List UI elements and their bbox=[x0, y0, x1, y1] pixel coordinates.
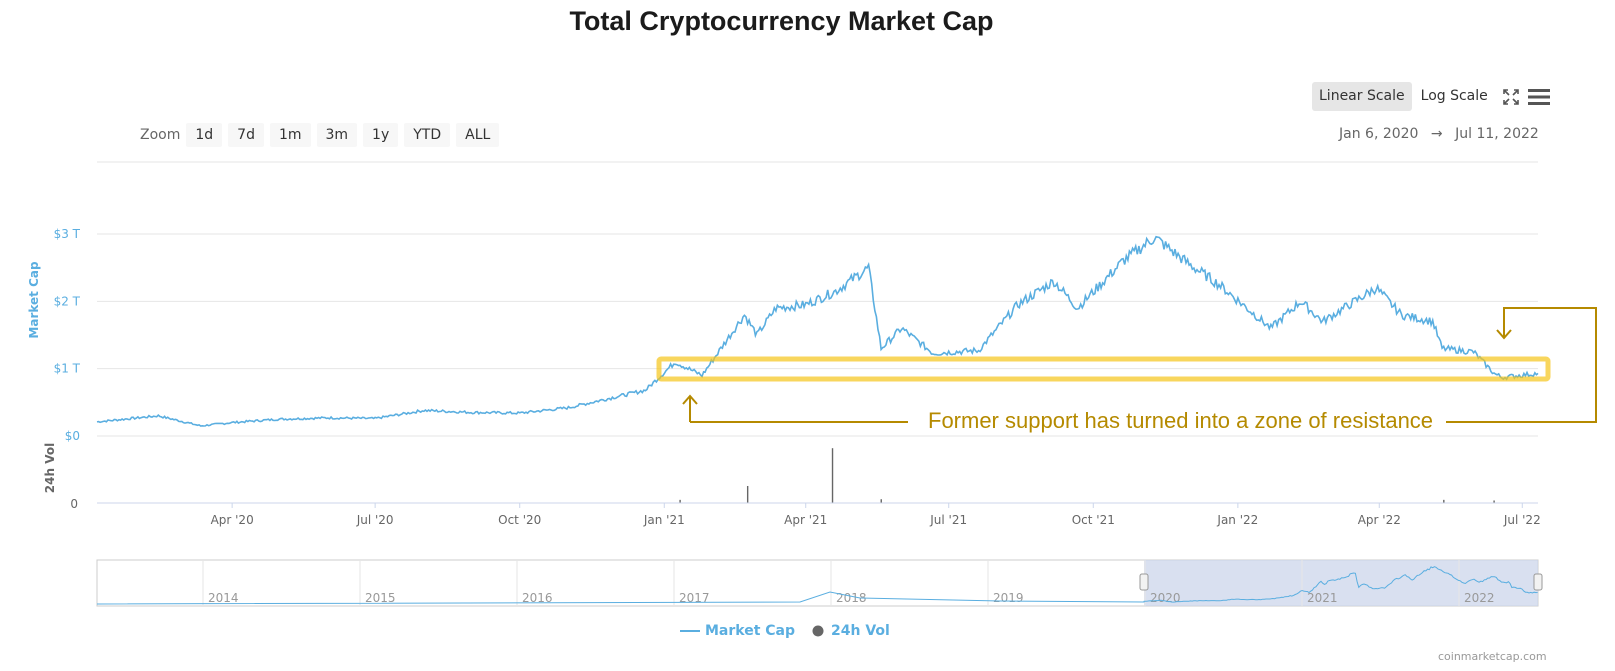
x-tick-label: Jul '20 bbox=[356, 513, 394, 527]
zoom-all-button[interactable]: ALL bbox=[456, 123, 500, 147]
navigator-selection[interactable] bbox=[1144, 560, 1538, 606]
legend-label-market-cap: Market Cap bbox=[705, 623, 796, 639]
fullscreen-icon[interactable] bbox=[1497, 82, 1525, 111]
market-cap-series-line bbox=[96, 235, 1539, 427]
annotation-arrow-left bbox=[682, 394, 908, 423]
legend-label-volume: 24h Vol bbox=[831, 623, 890, 639]
legend: Market Cap 24h Vol bbox=[679, 623, 906, 639]
y-tick-label: $2 T bbox=[54, 294, 81, 308]
x-tick-label: Jul '21 bbox=[929, 513, 967, 527]
navigator-year-label: 2015 bbox=[365, 591, 396, 605]
zoom-toolbar: Zoom 1d 7d 1m 3m 1y YTD ALL bbox=[140, 123, 505, 147]
navigator-year-label: 2016 bbox=[522, 591, 553, 605]
navigator-year-label: 2021 bbox=[1307, 591, 1338, 605]
linear-scale-button[interactable]: Linear Scale bbox=[1312, 82, 1412, 111]
navigator-year-label: 2019 bbox=[993, 591, 1024, 605]
volume-bar bbox=[679, 499, 681, 503]
x-tick-label: Jul '22 bbox=[1503, 513, 1541, 527]
y-axis-ticks: $0 $1 T $2 T $3 T bbox=[54, 227, 81, 443]
navigator-handle-left[interactable] bbox=[1139, 573, 1149, 591]
zoom-ytd-button[interactable]: YTD bbox=[404, 123, 451, 147]
scale-toolbar: Linear Scale Log Scale bbox=[1312, 82, 1553, 111]
zoom-1m-button[interactable]: 1m bbox=[269, 123, 311, 147]
x-axis-ticks: Apr '20 Jul '20 Oct '20 Jan '21 Apr '21 Jul '… bbox=[211, 503, 1541, 527]
volume-bar bbox=[1443, 499, 1445, 503]
x-tick-label: Jan '22 bbox=[1216, 513, 1258, 527]
date-range-to[interactable]: Jul 11, 2022 bbox=[1455, 126, 1539, 142]
chart-title: Total Cryptocurrency Market Cap bbox=[569, 6, 994, 36]
y-tick-label: $0 bbox=[65, 429, 80, 443]
date-range-from[interactable]: Jan 6, 2020 bbox=[1339, 126, 1419, 142]
volume-bar bbox=[880, 499, 882, 503]
log-scale-button[interactable]: Log Scale bbox=[1420, 88, 1488, 104]
zoom-label: Zoom bbox=[140, 127, 181, 143]
zoom-1d-button[interactable]: 1d bbox=[186, 123, 223, 147]
annotation-text: Former support has turned into a zone of… bbox=[928, 408, 1434, 433]
zoom-1y-button[interactable]: 1y bbox=[363, 123, 399, 147]
x-tick-label: Oct '21 bbox=[1072, 513, 1115, 527]
navigator-series-line bbox=[96, 566, 1538, 605]
navigator-year-label: 2014 bbox=[208, 591, 239, 605]
y-tick-label: $3 T bbox=[54, 227, 81, 241]
y-tick-label: $1 T bbox=[54, 362, 81, 376]
legend-item-market-cap[interactable]: Market Cap bbox=[679, 623, 795, 639]
date-range-arrow: → bbox=[1430, 126, 1443, 142]
volume-bar bbox=[746, 485, 749, 503]
date-range-display[interactable]: Jan 6, 2020 → Jul 11, 2022 bbox=[1339, 126, 1539, 142]
credits-link[interactable]: coinmarketcap.com bbox=[1438, 650, 1547, 663]
navigator-year-label: 2020 bbox=[1150, 591, 1181, 605]
navigator-year-label: 2017 bbox=[679, 591, 710, 605]
resistance-zone-highlight bbox=[656, 356, 1551, 382]
navigator[interactable]: 2014 2015 2016 2017 2018 2019 2020 2021 2022 bbox=[96, 559, 1543, 607]
x-tick-label: Apr '20 bbox=[211, 513, 254, 527]
navigator-handle-right[interactable] bbox=[1533, 573, 1543, 591]
grid-lines bbox=[97, 233, 1538, 437]
volume-axis-label: 24h Vol bbox=[43, 443, 57, 493]
volume-bar bbox=[1493, 500, 1495, 503]
zoom-3m-button[interactable]: 3m bbox=[316, 123, 358, 147]
volume-y-tick: 0 bbox=[70, 497, 78, 511]
annotation-arrow-right bbox=[1446, 307, 1597, 423]
volume-series bbox=[679, 448, 1495, 503]
x-tick-label: Oct '20 bbox=[498, 513, 541, 527]
y-axis-label: Market Cap bbox=[27, 261, 41, 339]
navigator-year-label: 2022 bbox=[1464, 591, 1495, 605]
x-tick-label: Jan '21 bbox=[643, 513, 685, 527]
legend-line-icon bbox=[680, 630, 700, 632]
x-tick-label: Apr '22 bbox=[1358, 513, 1401, 527]
menu-icon[interactable] bbox=[1525, 82, 1553, 111]
zoom-7d-button[interactable]: 7d bbox=[228, 123, 264, 147]
volume-bar bbox=[831, 448, 834, 503]
x-tick-label: Apr '21 bbox=[784, 513, 827, 527]
legend-dot-icon bbox=[812, 625, 824, 637]
legend-item-volume[interactable]: 24h Vol bbox=[811, 623, 890, 639]
